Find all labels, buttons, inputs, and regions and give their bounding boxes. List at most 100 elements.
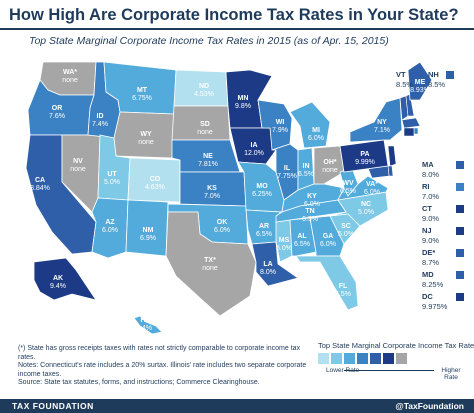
footnotes: (*) State has gross receipts taxes with …	[18, 345, 308, 388]
callout-md: MD 8.25%	[420, 270, 474, 292]
state-ak[interactable]	[33, 257, 97, 301]
state-label-in: IN	[303, 163, 310, 170]
state-mi[interactable]	[289, 101, 331, 149]
state-value-ne: 7.81%	[198, 161, 218, 168]
callout-swatch	[456, 205, 464, 213]
state-hi[interactable]	[133, 315, 163, 335]
state-value-al: 6.5%	[294, 241, 310, 248]
callout-value: 9.975%	[422, 302, 448, 311]
title-bar: How High Are Corporate Income Tax Rates …	[0, 0, 474, 28]
state-ny[interactable]	[349, 97, 403, 143]
state-value-nd: 4.53%	[194, 91, 214, 98]
callout-ct: CT 9.0%	[420, 204, 474, 226]
callout-ri: RI 7.0%	[420, 182, 474, 204]
state-ct[interactable]	[403, 127, 415, 137]
state-value-hi: 6.4%	[136, 325, 152, 332]
state-value-wa: none	[62, 77, 78, 84]
title-divider	[0, 28, 474, 30]
state-value-ms: 5.0%	[276, 245, 292, 252]
state-value-ak: 9.4%	[50, 283, 66, 290]
state-fl[interactable]	[295, 255, 359, 311]
callout-value: 9.0%	[422, 236, 440, 245]
state-ma[interactable]	[401, 117, 421, 129]
legend-swatch-mid	[357, 353, 368, 364]
legend-swatches	[318, 353, 407, 364]
state-label-ny: NY	[377, 119, 387, 126]
state-label-nc: NC	[361, 201, 371, 208]
footer-brand[interactable]: TAX FOUNDATION	[12, 401, 94, 411]
state-label-ms: MS	[279, 237, 290, 244]
footnote-notes: Notes: Connecticut's rate includes a 20%…	[18, 362, 307, 378]
state-value-la: 8.0%	[260, 269, 276, 276]
callout-dc: DC 9.975%	[420, 292, 474, 314]
state-value-mo: 6.25%	[252, 191, 272, 198]
callout-label: VT	[396, 70, 406, 79]
callout-swatch	[456, 183, 464, 191]
callout-swatch	[414, 71, 422, 79]
callout-label: NH	[428, 70, 439, 79]
state-value-nv: none	[70, 166, 86, 173]
legend-swatch-mid-low	[344, 353, 355, 364]
state-value-ks: 7.0%	[204, 193, 220, 200]
state-value-ca: 8.84%	[30, 185, 50, 192]
state-label-il: IL	[284, 165, 291, 172]
state-nc[interactable]	[329, 191, 389, 227]
state-value-mi: 6.0%	[308, 135, 324, 142]
state-wy[interactable]	[113, 111, 175, 159]
state-value-tx: none	[202, 265, 218, 272]
state-label-or: OR	[52, 105, 63, 112]
legend-swatch-lowest	[318, 353, 329, 364]
state-al[interactable]	[289, 217, 317, 257]
state-value-ky: 6.0%	[304, 201, 320, 208]
state-pa[interactable]	[339, 139, 389, 173]
callout-value: 8.0%	[422, 170, 440, 179]
state-value-ga: 6.0%	[320, 241, 336, 248]
state-value-ut: 5.0%	[104, 179, 120, 186]
callout-value: 8.5%	[396, 80, 414, 89]
legend-higher-label: Higher Rate	[441, 367, 461, 381]
legend-arrow	[344, 370, 434, 371]
state-label-mo: MO	[256, 183, 268, 190]
state-label-hi: HI	[141, 317, 148, 324]
state-label-ar: AR	[259, 223, 269, 230]
callout-value: 8.5%	[428, 80, 446, 89]
footer-bar: TAX FOUNDATION @TaxFoundation	[0, 399, 474, 413]
callout-label: DE*	[422, 248, 436, 257]
state-label-ok: OK	[217, 219, 228, 226]
state-value-wy: none	[138, 139, 154, 146]
state-label-nm: NM	[143, 227, 154, 234]
state-nj[interactable]	[387, 145, 397, 167]
state-nh[interactable]	[405, 93, 415, 117]
state-label-mt: MT	[137, 87, 148, 94]
footnote-asterisk: (*) State has gross receipts taxes with …	[18, 345, 301, 361]
state-value-ok: 6.0%	[214, 227, 230, 234]
state-label-fl: FL	[339, 283, 348, 290]
state-label-ak: AK	[53, 275, 63, 282]
state-label-co: CO	[150, 176, 161, 183]
state-value-nm: 6.9%	[140, 235, 156, 242]
state-value-wi: 7.9%	[272, 127, 288, 134]
state-label-ut: UT	[107, 171, 117, 178]
state-value-id: 7.4%	[92, 121, 108, 128]
callout-value: 8.7%	[422, 258, 440, 267]
state-label-tn: TN	[305, 208, 314, 215]
state-value-co: 4.63%	[145, 184, 165, 191]
state-label-la: LA	[263, 261, 272, 268]
callout-swatch	[456, 161, 464, 169]
callout-swatch	[456, 249, 464, 257]
state-label-ca: CA	[35, 177, 45, 184]
callout-ma: MA 8.0%	[420, 160, 474, 182]
state-tx[interactable]	[165, 211, 257, 317]
state-label-nd: ND	[199, 83, 209, 90]
callout-value: 9.0%	[422, 214, 440, 223]
footer-handle[interactable]: @TaxFoundation	[395, 401, 464, 411]
state-ri[interactable]	[413, 127, 419, 135]
state-va[interactable]	[337, 175, 389, 201]
callout-label: NJ	[422, 226, 432, 235]
state-oh[interactable]	[313, 145, 345, 185]
callout-label: MD	[422, 270, 434, 279]
state-value-me: 8.93%	[410, 87, 430, 94]
map-subtitle: Top State Marginal Corporate Income Tax …	[29, 35, 389, 47]
callout-nj: NJ 9.0%	[420, 226, 474, 248]
